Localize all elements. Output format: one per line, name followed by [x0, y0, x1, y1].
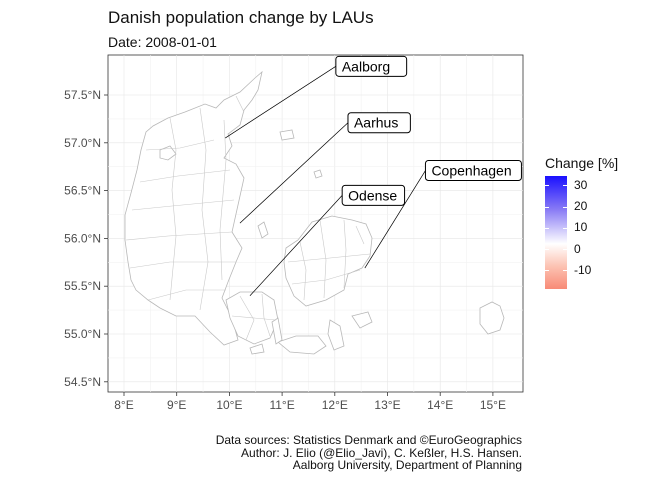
city-label: Aalborg: [342, 58, 390, 74]
municipality-border: [299, 241, 307, 301]
callout-box: [335, 55, 408, 77]
region-mors: [159, 145, 177, 161]
municipality-border: [235, 95, 245, 113]
caption-line: Aalborg University, Department of Planni…: [292, 458, 522, 472]
municipality-border: [287, 253, 371, 263]
caption: Data sources: Statistics Denmark and ©Eu…: [216, 434, 522, 472]
municipality-border: [239, 295, 255, 341]
region-lolland: [277, 335, 327, 355]
legend-label: 0: [574, 242, 581, 256]
municipality-border: [129, 261, 236, 269]
chart-subtitle: Date: 2008-01-01: [108, 34, 217, 50]
municipality-border: [125, 231, 233, 241]
region-langeland: [271, 317, 283, 345]
y-tick-label: 57.5°N: [64, 88, 101, 102]
x-tick-label: 8°E: [114, 398, 133, 412]
callout-lines: [224, 66, 426, 296]
region-falster: [327, 319, 345, 351]
legend-label: 20: [574, 199, 588, 213]
city-callout: Aarhus: [347, 112, 411, 134]
lau-borders: [125, 95, 371, 341]
legend-tick: [545, 270, 567, 271]
municipality-border: [231, 315, 277, 321]
caption-line: Author: J. Elio (@Elio_Javi), C. Keßler,…: [241, 445, 522, 460]
callout-line: [364, 170, 426, 269]
y-tick-label: 54.5°N: [64, 375, 101, 389]
municipality-border: [147, 289, 226, 301]
legend-label: 10: [574, 220, 588, 234]
region-aeroe: [249, 343, 265, 355]
city-label: Copenhagen: [431, 163, 511, 179]
callout-line: [239, 122, 349, 224]
region-mon: [351, 311, 373, 329]
region-jutland: [124, 70, 263, 346]
x-tick-label: 11°E: [269, 398, 294, 412]
y-axis: 57.5°N 57.0°N 56.5°N 56.0°N 55.5°N 55.0°N 54.5…: [64, 88, 108, 389]
city-callout: Aalborg: [335, 55, 408, 77]
callout-box: [424, 160, 522, 182]
legend-tick: [545, 185, 567, 186]
municipality-border: [219, 119, 227, 281]
municipality-border: [139, 169, 231, 183]
callout-box: [347, 112, 411, 134]
legend-label: -10: [574, 263, 592, 277]
municipality-border: [319, 219, 327, 299]
callout-box: [341, 184, 406, 206]
x-tick-label: 12°E: [322, 398, 348, 412]
region-bornholm: [479, 301, 505, 335]
callout-line: [249, 195, 343, 296]
legend-tick: [545, 228, 567, 229]
region-samso: [257, 221, 269, 239]
municipality-border: [343, 219, 347, 289]
region-laeso: [279, 129, 295, 141]
y-tick-label: 55.5°N: [64, 279, 101, 293]
x-tick-label: 14°E: [427, 398, 453, 412]
denmark-land: [124, 70, 505, 355]
region-zealand: [283, 215, 373, 307]
caption-line: Data sources: Statistics Denmark and ©Eu…: [215, 433, 522, 447]
legend-title: Change [%]: [545, 155, 619, 171]
municipality-border: [199, 107, 209, 311]
municipality-border: [169, 117, 177, 301]
city-labels: Aalborg Aarhus Odense Copenhagen: [335, 55, 522, 206]
legend-tick: [545, 207, 567, 208]
city-callout: Copenhagen: [424, 160, 522, 182]
municipality-border: [261, 293, 271, 337]
city-label: Odense: [348, 187, 397, 203]
municipality-border: [131, 199, 235, 211]
x-tick-label: 9°E: [167, 398, 186, 412]
legend-label: 30: [574, 178, 588, 192]
x-tick-label: 10°E: [216, 398, 242, 412]
municipality-border: [291, 269, 361, 285]
city-label: Aarhus: [354, 115, 398, 131]
legend-colorbar: [545, 176, 567, 289]
municipality-border: [145, 139, 215, 151]
callout-line: [224, 66, 337, 139]
x-tick-label: 13°E: [374, 398, 400, 412]
legend-tick: [545, 249, 567, 250]
y-tick-label: 56.5°N: [64, 184, 101, 198]
city-callout: Odense: [341, 184, 406, 206]
chart-title: Danish population change by LAUs: [108, 8, 374, 27]
municipality-border: [355, 225, 365, 245]
y-tick-label: 57.0°N: [64, 136, 101, 150]
x-axis: 8°E 9°E 10°E 11°E 12°E 13°E 14°E 15°E: [114, 392, 506, 412]
region-anholt: [313, 169, 323, 179]
y-tick-label: 56.0°N: [64, 231, 101, 245]
y-tick-label: 55.0°N: [64, 327, 101, 341]
x-tick-label: 15°E: [480, 398, 506, 412]
